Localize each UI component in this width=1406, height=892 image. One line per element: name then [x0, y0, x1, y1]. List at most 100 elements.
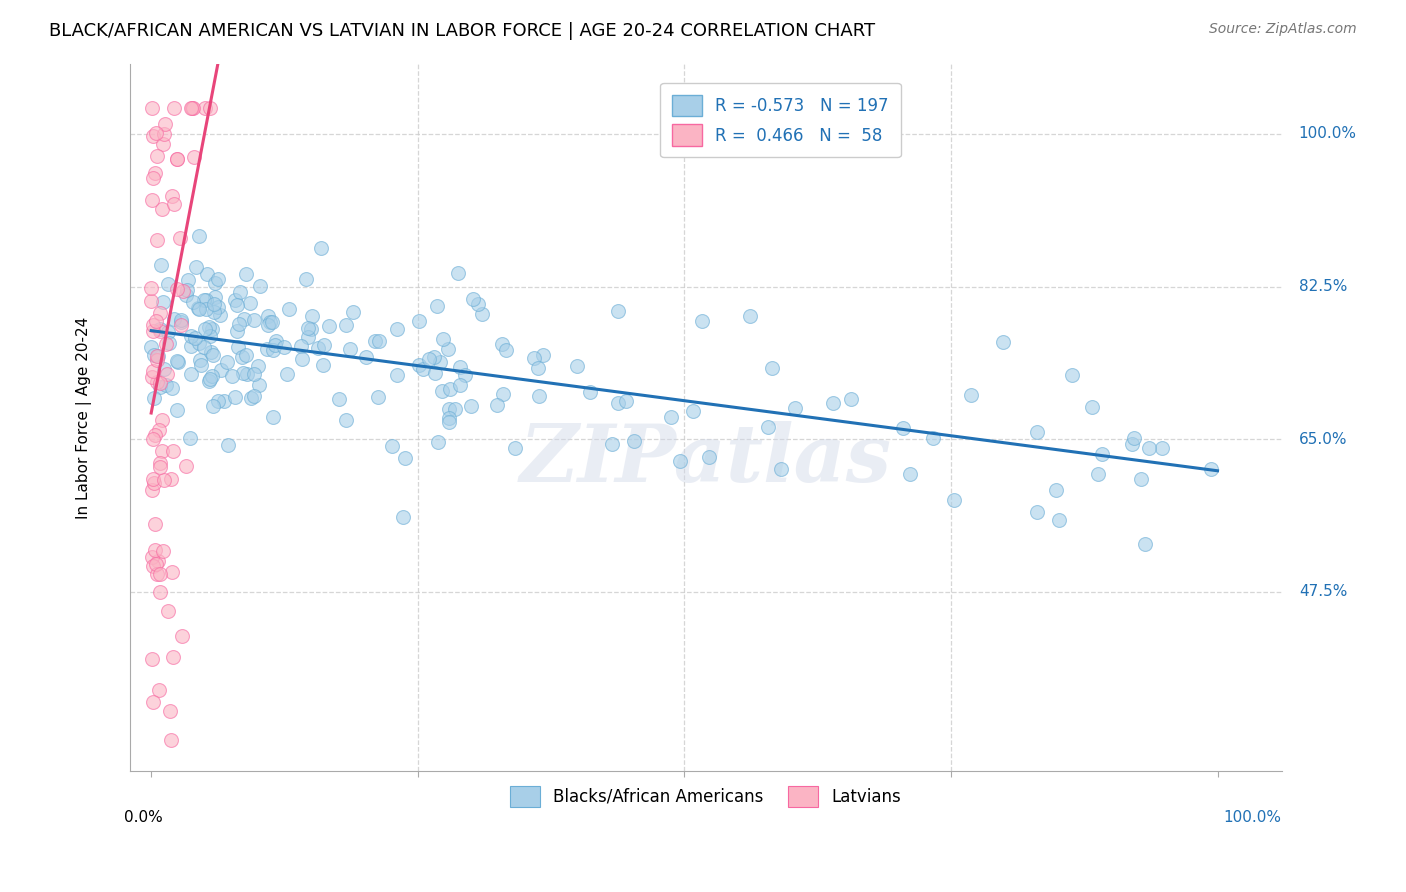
Point [180, 367, 202, 381]
Point [141, 101, 163, 115]
Point [614, 393, 637, 408]
Point [166, 152, 188, 166]
Point [229, 285, 252, 299]
Point [181, 101, 204, 115]
Text: 47.5%: 47.5% [1299, 584, 1347, 599]
Text: ZIPatlas: ZIPatlas [520, 421, 891, 499]
Point [453, 368, 475, 383]
Point [152, 136, 174, 151]
Point [163, 311, 186, 326]
Point [160, 733, 183, 747]
Point [150, 412, 173, 426]
Point [146, 149, 169, 163]
Point [174, 287, 197, 301]
Point [187, 301, 209, 316]
Point [201, 399, 224, 413]
Point [166, 282, 188, 296]
Point [1047, 512, 1070, 526]
Point [439, 415, 461, 429]
Point [418, 351, 440, 366]
Point [194, 293, 217, 307]
Point [142, 432, 165, 446]
Point [166, 402, 188, 417]
Point [143, 428, 166, 442]
Point [215, 355, 238, 369]
Point [367, 391, 389, 405]
Point [486, 398, 509, 412]
Point [307, 341, 329, 355]
Point [207, 394, 229, 409]
Point [299, 322, 322, 336]
Point [692, 314, 714, 328]
Point [232, 366, 254, 380]
Point [495, 343, 517, 358]
Point [381, 439, 404, 453]
Point [278, 302, 301, 317]
Point [179, 431, 201, 445]
Point [146, 233, 169, 247]
Point [991, 334, 1014, 349]
Point [143, 391, 166, 405]
Point [1199, 462, 1222, 476]
Point [364, 334, 387, 348]
Point [200, 372, 222, 386]
Point [217, 438, 239, 452]
Point [181, 295, 204, 310]
Point [141, 294, 163, 309]
Point [153, 473, 176, 487]
Point [385, 322, 408, 336]
Point [232, 311, 254, 326]
Point [565, 359, 588, 373]
Point [209, 363, 232, 377]
Point [141, 193, 163, 207]
Point [149, 585, 172, 599]
Point [328, 392, 350, 406]
Point [492, 386, 515, 401]
Point [148, 423, 170, 437]
Point [242, 389, 264, 403]
Point [145, 558, 167, 572]
Point [155, 378, 177, 392]
Point [142, 324, 165, 338]
Point [141, 171, 163, 186]
Point [503, 441, 526, 455]
Point [141, 651, 163, 665]
Point [249, 279, 271, 293]
Point [943, 492, 966, 507]
Point [162, 196, 184, 211]
Point [235, 267, 257, 281]
Point [149, 380, 172, 394]
Point [238, 296, 260, 310]
Point [523, 351, 546, 366]
Point [1081, 400, 1104, 414]
Point [579, 385, 602, 400]
Point [426, 300, 449, 314]
Point [312, 358, 335, 372]
Point [167, 355, 190, 369]
Point [141, 483, 163, 497]
Point [460, 399, 482, 413]
Point [162, 444, 184, 458]
Point [148, 567, 170, 582]
Point [153, 127, 176, 141]
Point [198, 320, 221, 334]
Point [262, 315, 284, 329]
Point [194, 101, 217, 115]
Point [149, 459, 172, 474]
Point [1121, 437, 1143, 451]
Point [429, 355, 451, 369]
Text: 100.0%: 100.0% [1223, 810, 1281, 824]
Point [1026, 505, 1049, 519]
Point [145, 126, 167, 140]
Point [156, 604, 179, 618]
Point [146, 567, 169, 582]
Point [160, 566, 183, 580]
Point [231, 351, 253, 365]
Point [449, 378, 471, 392]
Point [467, 296, 489, 310]
Point [1122, 431, 1144, 445]
Point [437, 410, 460, 425]
Point [162, 649, 184, 664]
Point [235, 348, 257, 362]
Point [142, 472, 165, 486]
